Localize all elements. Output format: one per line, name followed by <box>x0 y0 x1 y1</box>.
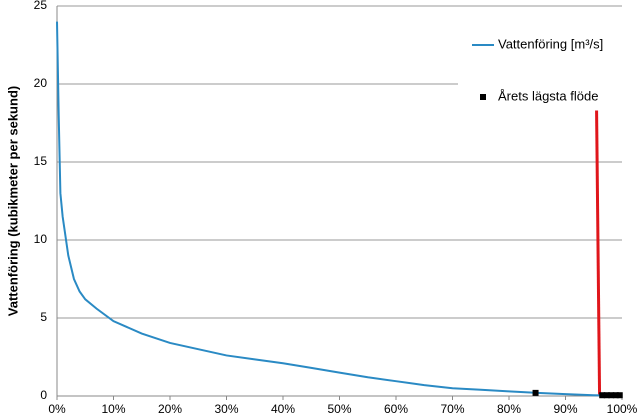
legend-symbol <box>480 94 486 100</box>
x-tick-label: 80% <box>497 402 521 416</box>
x-tick-label: 10% <box>101 402 125 416</box>
y-tick-label: 10 <box>34 232 48 246</box>
y-tick-label: 5 <box>40 310 47 324</box>
x-tick-label: 70% <box>440 402 464 416</box>
data-point <box>603 392 610 399</box>
y-tick-label: 15 <box>34 154 48 168</box>
y-tick-label: 0 <box>40 388 47 402</box>
data-point <box>612 392 619 399</box>
data-point <box>608 392 615 399</box>
data-point <box>599 392 606 399</box>
y-axis-label: Vattenföring (kubikmeter per sekund) <box>5 86 20 316</box>
y-tick-label: 20 <box>34 76 48 90</box>
data-point <box>532 389 539 396</box>
x-tick-label: 90% <box>553 402 577 416</box>
x-tick-label: 30% <box>214 402 238 416</box>
x-tick-label: 20% <box>158 402 182 416</box>
legend-label: Årets lägsta flöde <box>498 88 598 103</box>
x-tick-label: 60% <box>384 402 408 416</box>
legend-label: Vattenföring [m³/s] <box>498 36 603 51</box>
x-tick-label: 100% <box>607 402 638 416</box>
x-tick-label: 50% <box>327 402 351 416</box>
y-tick-label: 25 <box>34 0 48 12</box>
data-point <box>616 392 623 399</box>
legend-box <box>458 22 628 114</box>
x-tick-label: 40% <box>271 402 295 416</box>
x-tick-label: 0% <box>48 402 66 416</box>
marker-line <box>595 110 602 397</box>
data-line <box>56 21 623 397</box>
